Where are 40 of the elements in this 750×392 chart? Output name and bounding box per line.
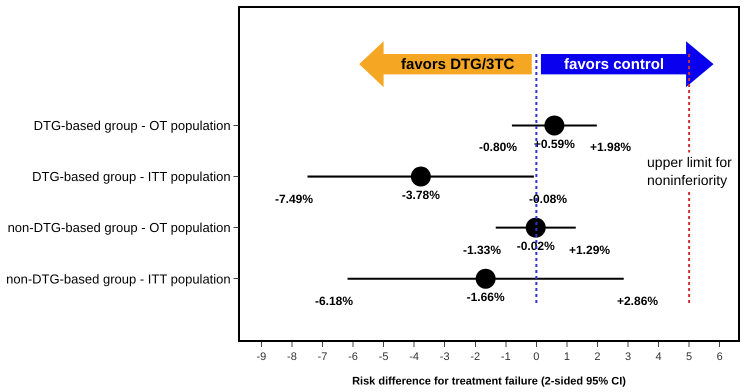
x-tick-label: 0 xyxy=(533,350,540,363)
x-tick-label: 5 xyxy=(686,350,692,363)
x-tick-label: -7 xyxy=(318,350,328,363)
annotation: -6.18% xyxy=(315,294,354,308)
annotation: favors control xyxy=(564,56,664,73)
x-tick-label: -6 xyxy=(348,350,358,363)
x-tick-label: 6 xyxy=(716,350,723,363)
y-tick-label: non-DTG-based group - OT population xyxy=(8,220,231,236)
ref-line-label: upper limit for noninferiority xyxy=(647,154,732,188)
annotation: +1.98% xyxy=(590,140,632,154)
y-tick-label: non-DTG-based group - ITT population xyxy=(6,271,231,286)
annotation: +2.86% xyxy=(617,294,658,308)
point xyxy=(526,218,546,238)
x-axis-title: Risk difference for treatment failure (2-sided 95% CI) xyxy=(352,376,626,388)
x-tick-label: -5 xyxy=(378,350,388,363)
x-tick-label: -1 xyxy=(500,350,511,363)
y-tick-label: DTG-based group - ITT population xyxy=(32,169,231,184)
annotation: -1.33% xyxy=(463,243,502,257)
data-label: -3.78% xyxy=(402,188,440,202)
data-label: +0.59% xyxy=(534,136,576,151)
x-tick-label: -2 xyxy=(470,350,480,363)
y-tick-label: DTG-based group - OT population xyxy=(34,118,231,134)
annotation: -7.49% xyxy=(275,192,314,206)
annotation: +1.29% xyxy=(569,243,610,257)
data-label: -1.66% xyxy=(466,290,505,304)
x-tick-label: -8 xyxy=(287,350,297,363)
x-tick-label: 4 xyxy=(655,350,662,363)
annotation: -0.08% xyxy=(529,192,568,206)
x-tick-label: 2 xyxy=(594,350,601,363)
x-tick-label: -3 xyxy=(440,350,450,363)
point xyxy=(544,115,564,136)
x-tick-label: 1 xyxy=(564,350,570,363)
point xyxy=(410,166,431,187)
x-tick-label: 3 xyxy=(624,350,632,363)
point xyxy=(476,268,496,289)
data-label: -0.02% xyxy=(516,239,556,254)
x-tick-label: -4 xyxy=(409,350,420,363)
annotation: -0.80% xyxy=(479,140,518,154)
annotation: favors DTG/3TC xyxy=(401,56,515,73)
x-tick-label: -9 xyxy=(256,350,266,363)
